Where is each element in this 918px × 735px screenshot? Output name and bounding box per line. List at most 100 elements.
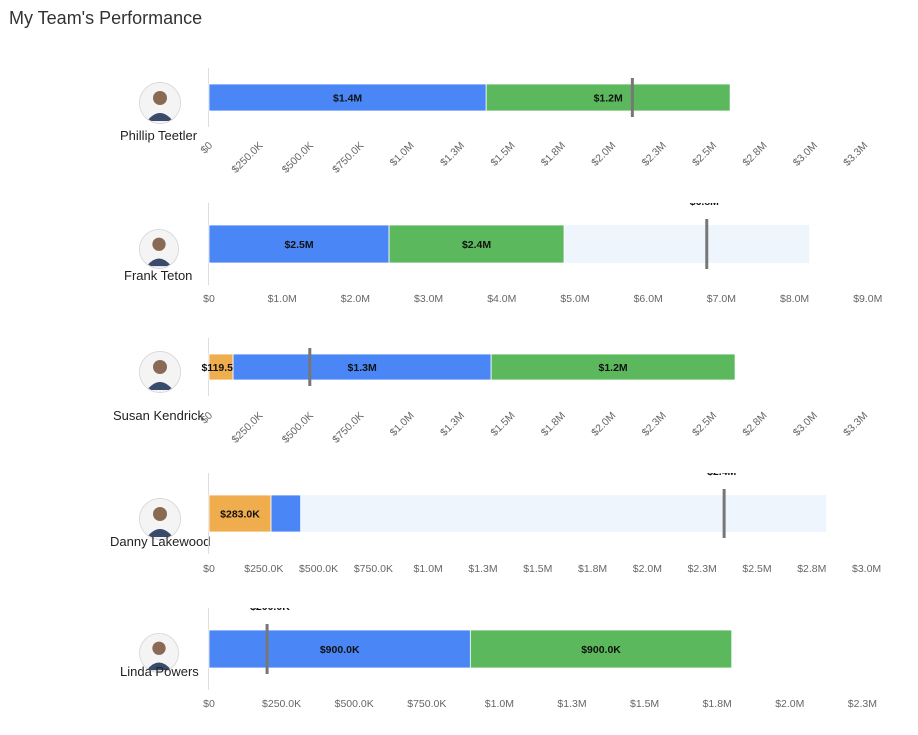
target-marker[interactable] xyxy=(630,78,634,117)
person-photo-icon xyxy=(140,230,178,268)
x-tick-label: $1.5M xyxy=(630,698,659,710)
x-tick-label: $1.0M xyxy=(414,563,443,575)
avatar xyxy=(139,82,181,124)
x-tick-label: $5.0M xyxy=(560,293,589,305)
performance-row: Frank Teton $2.5M $2.4M $6.8M $0 $1.0M $2.0M $3… xyxy=(0,203,918,328)
bar-chart: $119.5K $1.3M $1.2M $0 $250.0K $500.0K $750.0K… xyxy=(198,338,870,446)
bar-chart: $1.4M $1.2M $0 $250.0K $500.0K $750.0K $1.0M $1… xyxy=(198,68,870,176)
x-tick-label: $2.3M xyxy=(848,698,877,710)
x-tick-label: $1.0M xyxy=(268,293,297,305)
person-photo-icon xyxy=(140,499,180,539)
x-tick-label: $2.5M xyxy=(742,563,771,575)
bar-value-label: $283.0K xyxy=(220,509,260,521)
x-tick-label: $2.8M xyxy=(740,410,769,439)
bar-value-label: $119.5K xyxy=(201,362,241,374)
x-tick-label: $1.5M xyxy=(523,563,552,575)
bar-segment[interactable] xyxy=(232,353,492,381)
bar-value-label: $1.3M xyxy=(348,362,377,374)
target-label: $2.4M xyxy=(707,473,736,478)
x-tick-label: $1.3M xyxy=(468,563,497,575)
performance-row: Susan Kendrick $119.5K $1.3M $1.2M $0 $250.0K… xyxy=(0,338,918,463)
x-tick-label: $0 xyxy=(203,563,215,575)
x-tick-label: $2.5M xyxy=(690,410,719,439)
x-tick-label: $1.3M xyxy=(438,140,467,169)
bar-segment[interactable] xyxy=(270,494,302,533)
bar-segment[interactable] xyxy=(208,224,390,264)
bar-segment[interactable] xyxy=(208,353,234,381)
bar-segment[interactable] xyxy=(469,629,733,669)
x-tick-label: $4.0M xyxy=(487,293,516,305)
x-tick-label: $500.0K xyxy=(335,698,374,710)
x-tick-label: $3.3M xyxy=(841,410,870,439)
x-tick-label: $0 xyxy=(203,293,215,305)
target-label: $200.0K xyxy=(250,608,290,613)
x-tick-label: $3.0M xyxy=(852,563,881,575)
bar-segment[interactable] xyxy=(208,83,487,112)
person-name: Danny Lakewood xyxy=(110,534,211,549)
x-tick-label: $2.3M xyxy=(640,410,669,439)
x-tick-label: $2.5M xyxy=(690,140,719,169)
x-tick-label: $6.0M xyxy=(634,293,663,305)
x-tick-label: $1.5M xyxy=(488,140,517,169)
avatar xyxy=(139,498,181,540)
x-tick-label: $2.0M xyxy=(341,293,370,305)
x-tick-label: $2.3M xyxy=(640,140,669,169)
avatar xyxy=(139,229,179,269)
person-photo-icon xyxy=(140,634,178,672)
x-tick-label: $1.8M xyxy=(539,410,568,439)
bar-segment[interactable] xyxy=(208,494,272,533)
x-tick-label: $750.0K xyxy=(330,140,366,176)
target-marker[interactable] xyxy=(705,219,709,269)
x-tick-label: $250.0K xyxy=(262,698,301,710)
x-tick-label: $3.3M xyxy=(841,140,870,169)
x-tick-label: $250.0K xyxy=(244,563,283,575)
person-name: Susan Kendrick xyxy=(113,408,205,423)
bar-segment[interactable] xyxy=(208,629,471,669)
x-tick-label: $750.0K xyxy=(330,410,366,446)
x-tick-label: $500.0K xyxy=(280,410,316,446)
x-tick-label: $2.0M xyxy=(589,410,618,439)
bar-value-label: $2.5M xyxy=(284,239,313,251)
target-marker[interactable] xyxy=(265,624,269,674)
x-tick-label: $1.0M xyxy=(485,698,514,710)
bar-segment[interactable] xyxy=(388,224,565,264)
x-tick-label: $3.0M xyxy=(791,140,820,169)
bar-chart: $283.0K $2.4M $0 $250.0K $500.0K $750.0K $1.0M… xyxy=(203,473,881,575)
bar-chart: $900.0K $900.0K $200.0K $0 $250.0K $500.0K $75… xyxy=(203,608,877,710)
target-marker[interactable] xyxy=(722,489,726,538)
x-tick-label: $1.8M xyxy=(703,698,732,710)
person-photo-icon xyxy=(140,83,180,123)
x-tick-label: $9.0M xyxy=(853,293,882,305)
x-tick-label: $1.0M xyxy=(388,410,417,439)
avatar xyxy=(139,351,181,393)
performance-row: Linda Powers $900.0K $900.0K $200.0K $0 $250.… xyxy=(0,608,918,733)
x-tick-label: $1.0M xyxy=(388,140,417,169)
target-label: $6.8M xyxy=(690,203,719,208)
bar-segment[interactable] xyxy=(485,83,731,112)
page-title: My Team's Performance xyxy=(9,8,203,28)
avatar xyxy=(139,633,179,673)
bar-value-label: $2.4M xyxy=(462,239,491,251)
x-tick-label: $500.0K xyxy=(299,563,338,575)
x-tick-label: $750.0K xyxy=(354,563,393,575)
bar-value-label: $900.0K xyxy=(320,644,360,656)
x-tick-label: $2.3M xyxy=(688,563,717,575)
bar-segment[interactable] xyxy=(490,353,736,381)
bar-value-label: $900.0K xyxy=(581,644,621,656)
person-name: Frank Teton xyxy=(124,268,193,283)
x-tick-label: $250.0K xyxy=(229,140,265,176)
x-tick-label: $3.0M xyxy=(791,410,820,439)
x-tick-label: $1.5M xyxy=(488,410,517,439)
x-tick-label: $500.0K xyxy=(280,140,316,176)
x-tick-label: $0 xyxy=(198,140,215,157)
bar-value-label: $1.2M xyxy=(599,362,628,374)
x-tick-label: $2.8M xyxy=(740,140,769,169)
person-name: Linda Powers xyxy=(120,664,199,679)
x-tick-label: $750.0K xyxy=(407,698,446,710)
x-tick-label: $0 xyxy=(198,410,215,427)
x-tick-label: $2.0M xyxy=(775,698,804,710)
x-tick-label: $7.0M xyxy=(707,293,736,305)
target-marker[interactable] xyxy=(308,348,312,386)
performance-row: Phillip Teetler $1.4M $1.2M $0 $250.0K $500.0… xyxy=(0,68,918,193)
performance-row: Danny Lakewood $283.0K $2.4M $0 $250.0K $500.… xyxy=(0,473,918,598)
